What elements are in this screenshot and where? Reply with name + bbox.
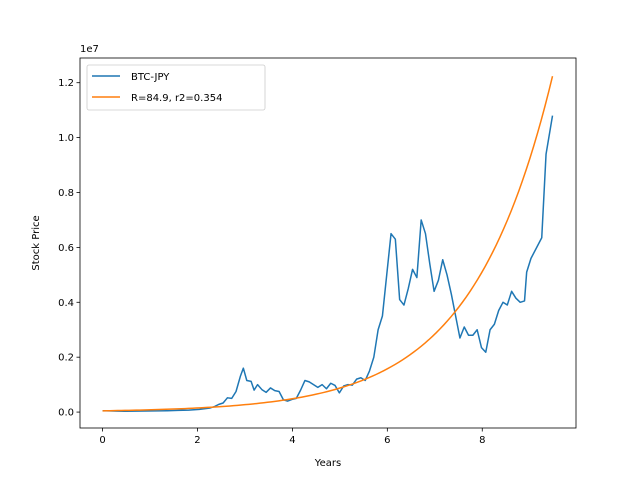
legend-label-fit: R=84.9, r2=0.354 (131, 93, 222, 104)
y-tick-label: 0.0 (58, 408, 74, 419)
y-tick-label: 0.2 (58, 353, 74, 364)
plot-frame (79, 57, 577, 429)
x-axis: 0 2 4 6 8 (99, 428, 485, 446)
y-axis: 0.0 0.2 0.4 0.6 0.8 1.0 1.2 (58, 78, 80, 419)
series-line-btc-jpy (102, 115, 554, 413)
y-tick-label: 0.4 (58, 298, 74, 309)
y-tick-label: 0.8 (58, 188, 74, 199)
x-tick-label: 8 (479, 435, 485, 446)
y-tick-label: 0.6 (58, 243, 74, 254)
series-line-fit (102, 75, 554, 412)
y-tick-label: 1.2 (58, 78, 74, 89)
y-tick-label: 1.0 (58, 133, 74, 144)
x-axis-label: Years (314, 458, 341, 469)
plot-lines (102, 75, 554, 413)
legend-label-btc-jpy: BTC-JPY (131, 72, 170, 83)
x-tick-label: 6 (384, 435, 390, 446)
x-tick-label: 4 (289, 435, 295, 446)
legend-box (86, 64, 266, 111)
x-tick-label: 2 (194, 435, 200, 446)
y-axis-label: Stock Price (31, 215, 42, 270)
x-tick-label: 0 (99, 435, 105, 446)
y-offset-text: 1e7 (80, 44, 99, 55)
legend: BTC-JPY R=84.9, r2=0.354 (86, 64, 266, 111)
